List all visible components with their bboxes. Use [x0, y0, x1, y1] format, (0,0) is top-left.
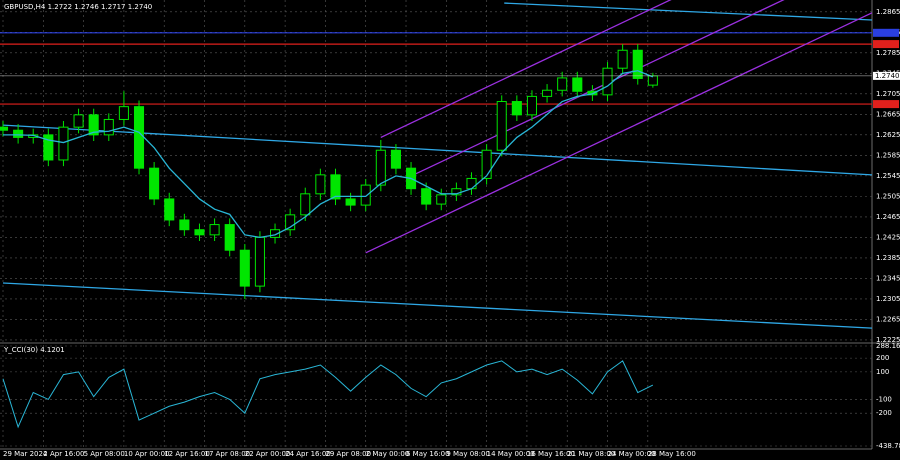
y-tick-label: -438.7850 — [876, 442, 900, 450]
candle-body — [285, 214, 296, 231]
x-tick-label: 24 May 00:00 — [608, 450, 656, 458]
candle-body — [149, 167, 160, 200]
candle-body — [421, 188, 432, 205]
y-tick-label: 1.2545 — [876, 172, 900, 180]
candle-body — [315, 174, 326, 195]
candle-body — [647, 75, 658, 86]
y-tick-label: 100 — [876, 368, 889, 376]
x-tick-label: 6 May 16:00 — [406, 450, 450, 458]
candle-body — [360, 184, 371, 206]
last-price-box — [873, 71, 900, 80]
trend-line — [504, 2, 872, 21]
candle-body — [133, 106, 145, 169]
candle-body — [466, 177, 477, 190]
y-tick-label: 1.2225 — [876, 336, 900, 344]
candle-body — [436, 194, 447, 205]
trend-line — [2, 124, 872, 176]
x-tick-label: 2 May 00:00 — [366, 450, 410, 458]
y-tick-label: 1.2705 — [876, 90, 900, 98]
y-tick-label: 200 — [876, 354, 889, 362]
y-tick-label: -100 — [876, 395, 892, 403]
candle-body — [43, 134, 54, 161]
candle-body — [542, 89, 553, 97]
candle-body — [526, 95, 537, 116]
candle-body — [209, 224, 220, 236]
main-panel — [0, 0, 872, 342]
axes: 1.2225 1.2265 1.2305 1.2345 1.2385 1.2425 1.24… — [3, 8, 900, 458]
candle-body — [511, 101, 522, 116]
y-tick-label: 1.2665 — [876, 110, 900, 118]
x-tick-label: 29 Apr 08:00 — [325, 450, 371, 458]
y-tick-label: 1.2265 — [876, 315, 900, 323]
trend-line — [365, 12, 872, 254]
candle-body — [73, 114, 84, 128]
candle-body — [481, 149, 492, 179]
candle-body — [632, 49, 643, 79]
candle-body — [617, 49, 628, 69]
y-tick-label: 1.2865 — [876, 8, 900, 16]
candle-body — [602, 67, 613, 96]
y-tick-label: 1.2305 — [876, 295, 900, 303]
candle-body — [103, 118, 114, 136]
level-marker — [873, 28, 899, 37]
level-marker — [873, 100, 899, 109]
candle-body — [496, 101, 507, 151]
cci-panel — [0, 345, 872, 449]
last-price-label: 1.2740 — [875, 72, 900, 80]
x-tick-label: 2 Apr 16:00 — [43, 450, 84, 458]
candle-body — [345, 198, 356, 206]
candle-body — [375, 149, 386, 186]
moving-average — [3, 70, 654, 239]
y-tick-label: 288.1654 — [876, 342, 900, 350]
y-tick-label: 1.2585 — [876, 151, 900, 159]
candle-body — [118, 106, 129, 120]
candle-body — [194, 229, 205, 236]
candle-body — [572, 77, 583, 92]
x-tick-label: 29 Mar 2024 — [3, 450, 48, 458]
x-tick-label: 9 May 08:00 — [446, 450, 490, 458]
candle-body — [0, 126, 9, 131]
trend-line — [2, 282, 872, 329]
candle-body — [179, 219, 190, 231]
candle-body — [557, 77, 568, 91]
x-tick-label: 16 May 16:00 — [527, 450, 575, 458]
candle-body — [587, 90, 598, 96]
y-tick-label: -200 — [876, 409, 892, 417]
candle-body — [254, 236, 265, 287]
x-tick-label: 10 Apr 00:00 — [124, 450, 170, 458]
indicator-title: Y_CCI(30) 4.1201 — [3, 346, 65, 354]
x-tick-label: 28 May 16:00 — [648, 450, 696, 458]
x-tick-label: 22 Apr 00:00 — [245, 450, 291, 458]
y-tick-label: 1.2345 — [876, 274, 900, 282]
x-tick-label: 17 Apr 08:00 — [205, 450, 251, 458]
level-marker — [873, 40, 899, 49]
trend-line — [380, 0, 672, 139]
x-tick-label: 5 Apr 08:00 — [84, 450, 125, 458]
y-tick-label: 1.2785 — [876, 49, 900, 57]
candle-body — [330, 174, 341, 200]
candle-body — [300, 193, 311, 216]
candle-body — [88, 114, 99, 136]
x-tick-label: 14 May 00:00 — [487, 450, 535, 458]
indicator-line — [2, 360, 654, 429]
chart-title: GBPUSD,H4 1.2722 1.2746 1.2717 1.2740 — [4, 3, 152, 11]
y-tick-label: 1.2465 — [876, 213, 900, 221]
candle-body — [270, 229, 281, 238]
candle-body — [164, 198, 175, 221]
y-tick-label: 1.2425 — [876, 233, 900, 241]
x-tick-label: 12 Apr 16:00 — [164, 450, 210, 458]
x-tick-label: 24 Apr 16:00 — [285, 450, 331, 458]
candle-body — [390, 149, 401, 169]
candle-body — [13, 129, 24, 138]
x-tick-label: 21 May 08:00 — [567, 450, 615, 458]
y-tick-label: 1.2625 — [876, 131, 900, 139]
y-tick-label: 1.2505 — [876, 192, 900, 200]
candle-body — [239, 249, 250, 287]
candle-body — [58, 126, 69, 161]
y-tick-label: 1.2385 — [876, 254, 900, 262]
candle-body — [224, 224, 235, 251]
